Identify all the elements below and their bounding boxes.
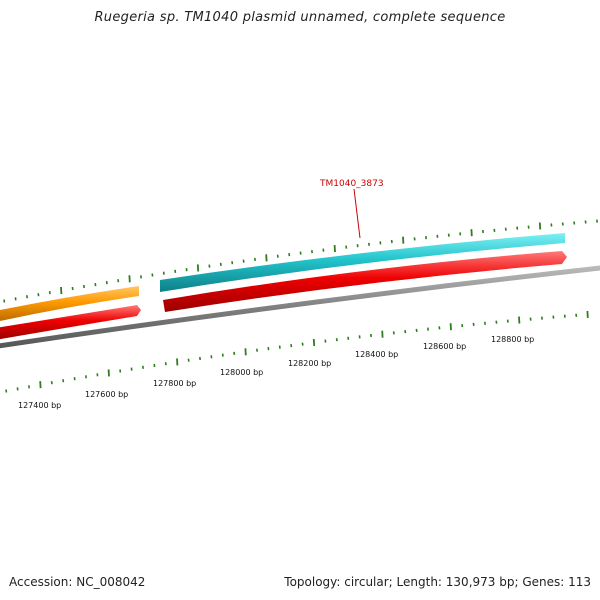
position-label: 127400 bp [18,401,61,410]
position-label: 128200 bp [288,359,331,368]
outer-tick-row [3,219,598,303]
inner-tick-row [5,310,589,393]
gene-label-tm1040-3873[interactable]: TM1040_3873 [319,179,384,189]
map-title: Ruegeria sp. TM1040 plasmid unnamed, com… [94,10,506,25]
cds-feature-red-right[interactable] [163,251,567,312]
cds-feature-tm1040-3873[interactable] [160,233,565,292]
cds-feature-red-left[interactable] [0,305,141,340]
gene-label-leader [353,188,361,239]
position-label: 128000 bp [220,368,263,377]
position-label: 128600 bp [423,342,466,351]
accession-text: Accession: NC_008042 [9,575,146,589]
position-labels: 127400 bp 127600 bp 127800 bp 128000 bp … [18,335,534,410]
sequence-backbone [0,265,600,349]
position-label: 127800 bp [153,379,196,388]
position-label: 127600 bp [85,390,128,399]
cds-feature-orange[interactable] [0,286,139,322]
topology-text: Topology: circular; Length: 130,973 bp; … [284,575,591,589]
position-label: 128400 bp [355,350,398,359]
position-label: 128800 bp [491,335,534,344]
